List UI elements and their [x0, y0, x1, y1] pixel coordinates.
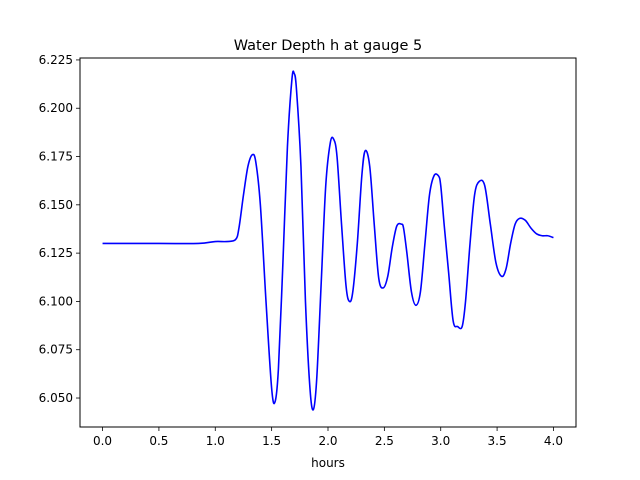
y-tick-label: 6.125	[39, 246, 73, 260]
x-axis: 0.0 0.5 1.0 1.5 2.0 2.5 3.0 3.5 4.0	[93, 427, 563, 448]
x-tick-label: 3.5	[488, 434, 507, 448]
y-tick-label: 6.200	[39, 101, 73, 115]
y-tick-label: 6.050	[39, 391, 73, 405]
x-tick-label: 1.5	[262, 434, 281, 448]
x-tick-label: 4.0	[544, 434, 563, 448]
x-tick-label: 2.5	[375, 434, 394, 448]
x-tick-label: 0.5	[149, 434, 168, 448]
y-tick-label: 6.150	[39, 198, 73, 212]
y-tick-label: 6.100	[39, 294, 73, 308]
y-tick-label: 6.225	[39, 53, 73, 67]
x-tick-label: 1.0	[206, 434, 225, 448]
chart-title: Water Depth h at gauge 5	[234, 38, 422, 54]
series-line-0	[102, 70, 554, 411]
y-axis: 6.050 6.075 6.100 6.125 6.150 6.175 6.200 6.225	[39, 53, 80, 405]
x-tick-label: 2.0	[318, 434, 337, 448]
y-tick-label: 6.075	[39, 343, 73, 357]
y-tick-label: 6.175	[39, 150, 73, 164]
plot-area	[102, 70, 554, 411]
x-tick-label: 0.0	[93, 434, 112, 448]
x-axis-label: hours	[311, 456, 345, 470]
x-tick-label: 3.0	[431, 434, 450, 448]
